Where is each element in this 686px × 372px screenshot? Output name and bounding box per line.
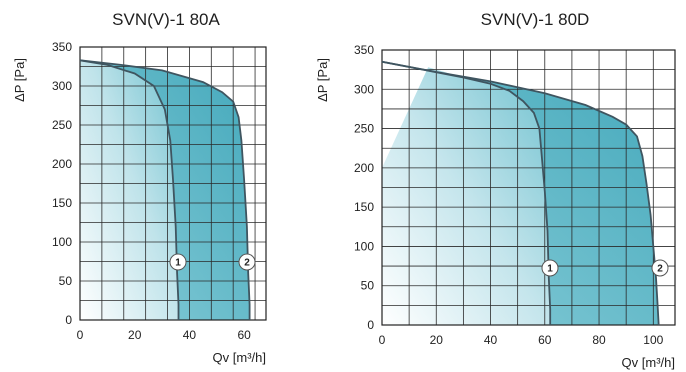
chart-2-y-tick-label: 350 (354, 43, 374, 57)
chart-1-x-tick-label: 20 (128, 328, 142, 342)
chart-1-y-tick-label: 200 (52, 157, 72, 171)
chart-1-y-tick-label: 300 (52, 79, 72, 93)
chart-1-series-marker-1 (169, 253, 187, 271)
chart-1-series-label-2: 2 (244, 258, 250, 269)
chart-1-series-line-2 (79, 59, 251, 320)
chart-2-region-2 (382, 61, 659, 326)
chart-2-title: SVN(V)-1 80D (481, 10, 590, 29)
chart-2-y-tick-label: 100 (354, 239, 374, 253)
chart-1-y-tick-label: 0 (65, 313, 72, 327)
chart-2-y-tick-label: 250 (354, 122, 374, 136)
chart-2-x-tick-label: 40 (484, 333, 498, 347)
chart-2-x-tick-label: 0 (379, 333, 386, 347)
chart-1-y-tick-label: 350 (52, 40, 72, 54)
chart-2: 1 20 20 40 60 80 100050100150200250300350SVN(V… (315, 10, 676, 370)
chart-1-y-tick-label: 250 (52, 118, 72, 132)
chart-1-x-axis-label: Qv [m³/h] (213, 350, 266, 365)
chart-2-series-label-1: 1 (547, 264, 553, 275)
chart-1-x-tick-label: 0 (77, 328, 84, 342)
chart-1-y-tick-label: 150 (52, 196, 72, 210)
chart-2-series-marker-1 (541, 259, 559, 277)
chart-1-y-tick-label: 100 (52, 235, 72, 249)
chart-1-x-tick-label: 40 (183, 328, 197, 342)
chart-2-x-tick-label: 80 (592, 333, 606, 347)
chart-1-y-axis-label: ΔP [Pa] (12, 58, 27, 102)
chart-2-series-label-2: 2 (657, 264, 663, 275)
chart-1-series-label-1: 1 (175, 258, 181, 269)
chart-1-frame (79, 46, 267, 321)
chart-2-x-tick-label: 100 (643, 333, 663, 347)
chart-2-y-tick-label: 50 (361, 279, 375, 293)
chart-2-series-marker-2 (651, 259, 669, 277)
chart-2-x-axis-label: Qv [m³/h] (622, 355, 675, 370)
chart-1-series-line-1 (79, 59, 180, 320)
chart-2-y-axis-label: ΔP [Pa] (315, 58, 330, 102)
chart-1-title: SVN(V)-1 80A (112, 10, 220, 29)
chart-2-x-tick-label: 60 (538, 333, 552, 347)
chart-1-series-marker-2 (238, 253, 256, 271)
chart-1-y-tick-label: 50 (59, 274, 73, 288)
chart-2-x-tick-label: 20 (430, 333, 444, 347)
chart-2-y-tick-label: 300 (354, 82, 374, 96)
chart-1-x-tick-label: 60 (237, 328, 251, 342)
chart-2-y-tick-label: 150 (354, 200, 374, 214)
chart-2-y-tick-label: 200 (354, 161, 374, 175)
chart-2-y-tick-label: 0 (367, 318, 374, 332)
chart-2-region-1 (382, 67, 551, 326)
chart-2-frame (381, 49, 676, 326)
